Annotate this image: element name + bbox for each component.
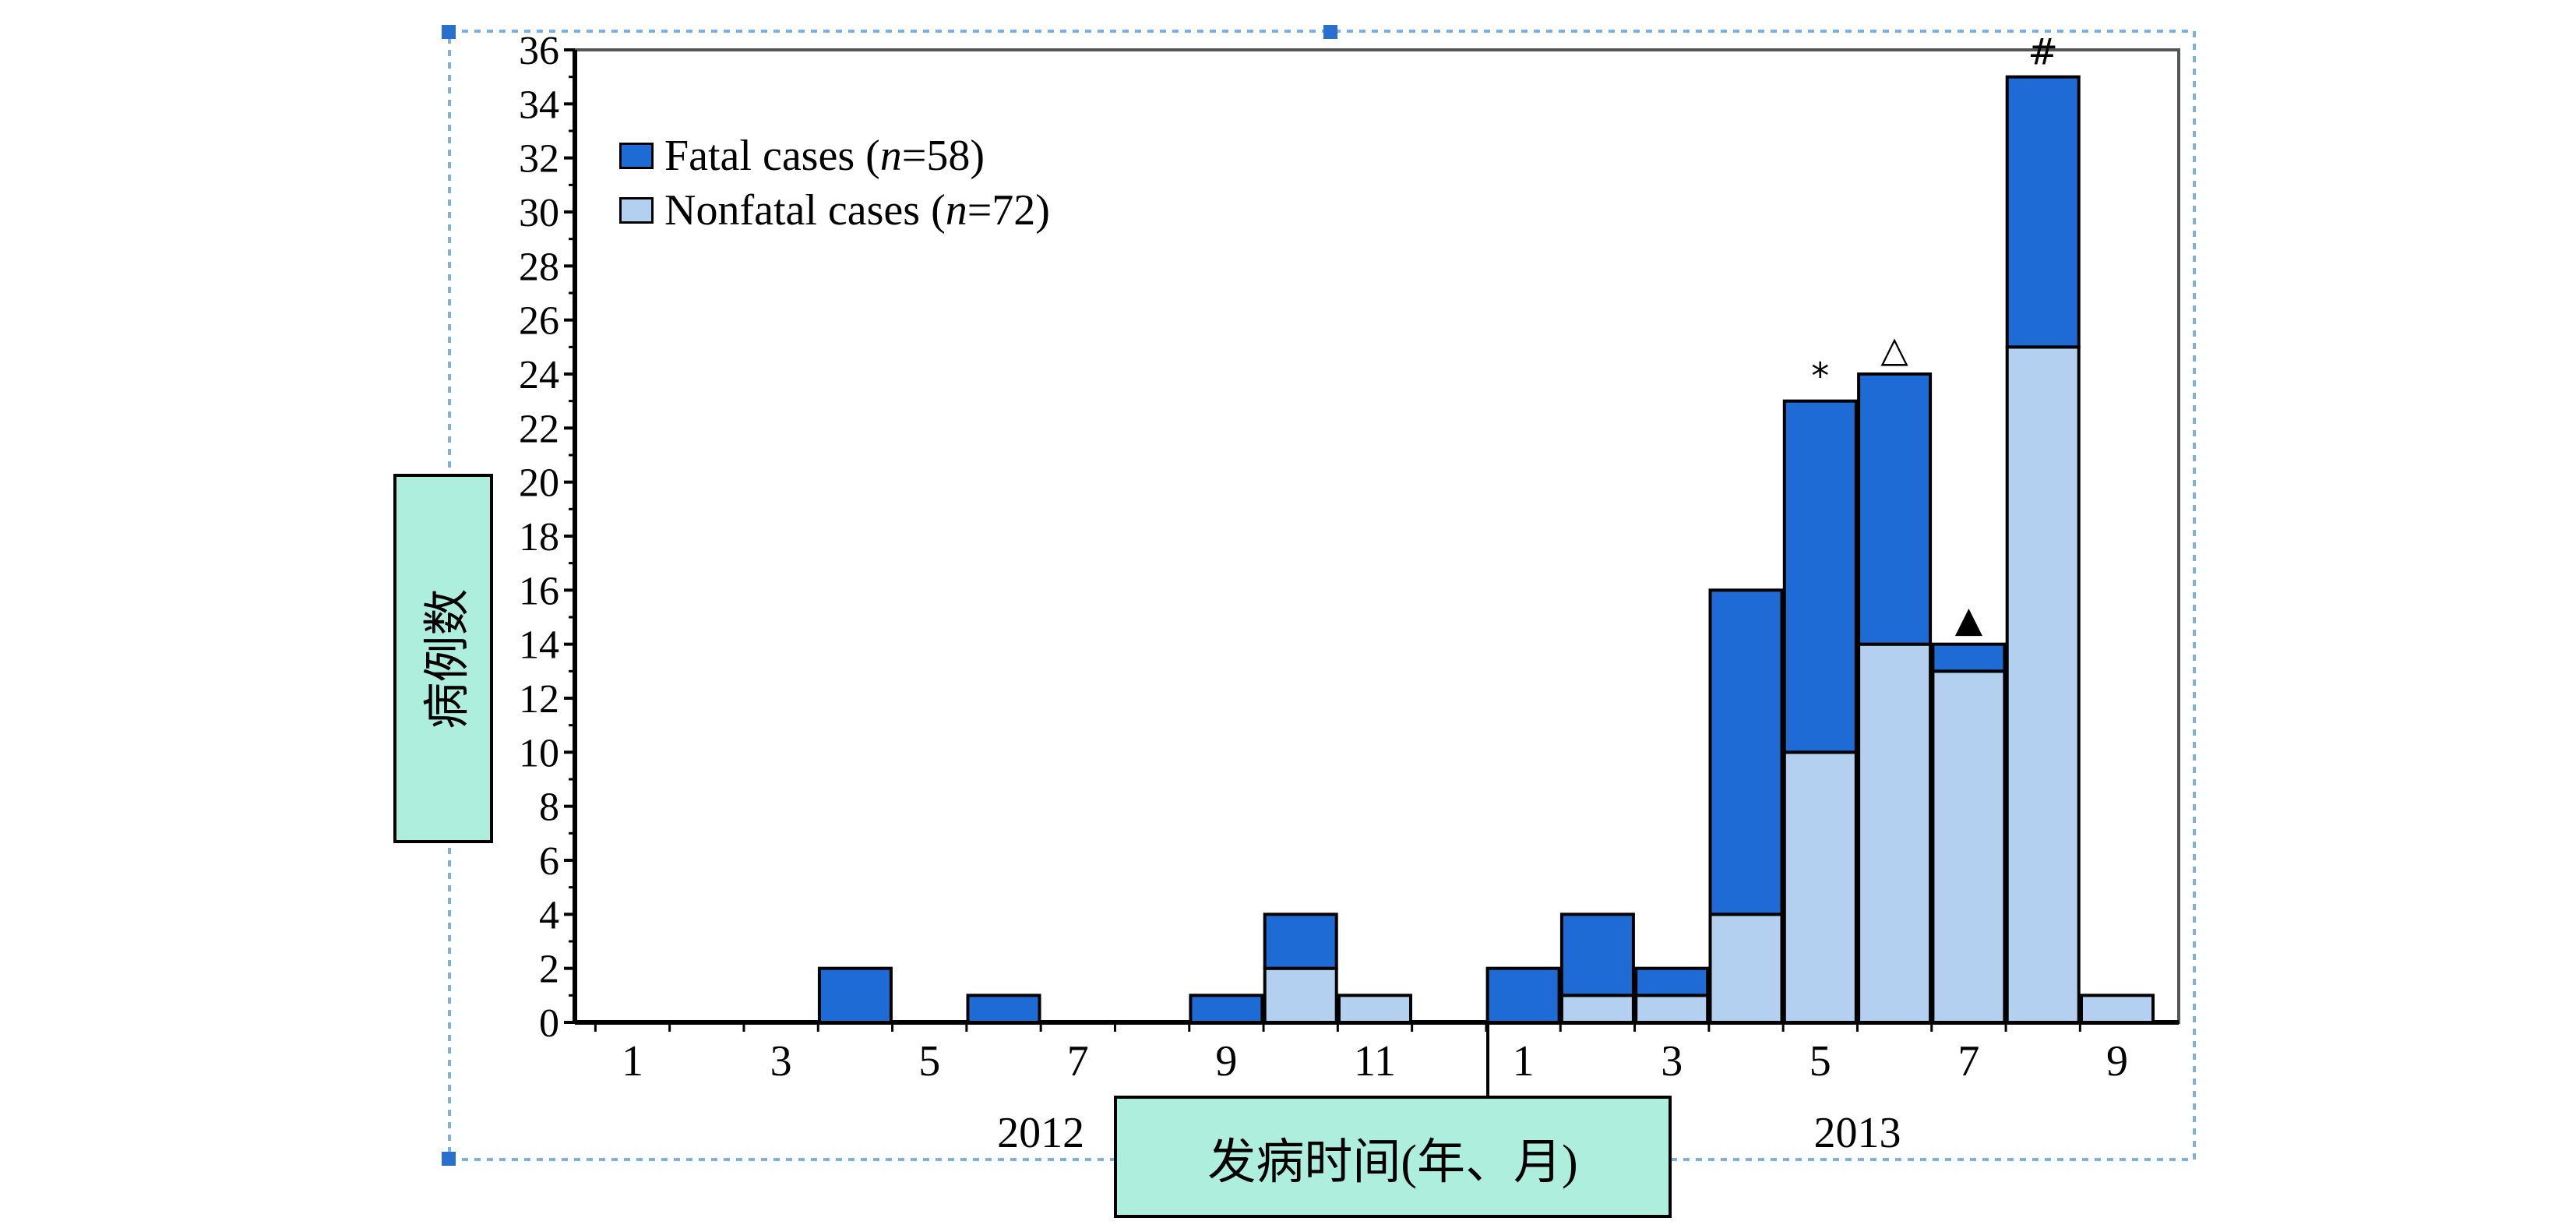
bar-nonfatal — [2005, 345, 2081, 1025]
bar-nonfatal — [1708, 913, 1784, 1025]
y-tick-label: 26 — [519, 299, 559, 344]
y-tick-label: 22 — [519, 407, 559, 451]
x-tick-label: 1 — [622, 1037, 643, 1086]
legend: Fatal cases (n=58) Nonfatal cases (n=72) — [619, 129, 1050, 238]
x-tick-label: 5 — [1810, 1037, 1831, 1086]
bar-fatal — [1263, 913, 1338, 970]
y-tick-label: 34 — [519, 83, 559, 127]
bar-annotation: # — [2028, 31, 2058, 73]
y-tick-label: 6 — [539, 839, 559, 884]
y-tick-label: 10 — [519, 731, 559, 775]
selection-handle — [442, 25, 456, 39]
bar-fatal — [1708, 588, 1784, 916]
x-axis-label: 发病时间(年、月) — [1207, 1135, 1578, 1189]
x-tick-label: 1 — [1513, 1037, 1535, 1086]
y-tick-label: 18 — [519, 515, 559, 560]
y-tick-label: 12 — [519, 677, 559, 722]
x-tick-label: 9 — [2106, 1037, 2128, 1086]
y-tick-label: 24 — [519, 353, 559, 397]
bar-nonfatal — [1263, 966, 1338, 1024]
x-tick-label: 7 — [1067, 1037, 1089, 1086]
x-tick-label: 5 — [918, 1037, 940, 1086]
bar-nonfatal — [1931, 669, 2007, 1024]
legend-item-nonfatal: Nonfatal cases (n=72) — [619, 183, 1050, 238]
x-tick-label: 7 — [1958, 1037, 1979, 1086]
bar-fatal — [1931, 642, 2007, 673]
year-label: 2012 — [997, 1109, 1084, 1157]
bar-nonfatal — [2080, 994, 2155, 1025]
bar-fatal — [1634, 966, 1710, 997]
bar-fatal — [1189, 994, 1264, 1025]
y-tick-label: 28 — [519, 245, 559, 289]
x-axis-label-box: 发病时间(年、月) — [1114, 1096, 1672, 1218]
legend-item-fatal: Fatal cases (n=58) — [619, 129, 1050, 183]
x-tick-label: 3 — [770, 1037, 792, 1086]
bar-nonfatal — [1857, 642, 1933, 1025]
x-tick-label: 9 — [1215, 1037, 1237, 1086]
bar-fatal — [2005, 75, 2081, 349]
y-tick-label: 14 — [519, 623, 559, 668]
bar-fatal — [1782, 399, 1858, 754]
bar-annotation: ▲ — [1955, 598, 1983, 641]
legend-label-nonfatal: Nonfatal cases (n=72) — [664, 186, 1050, 235]
y-tick-label: 16 — [519, 569, 559, 613]
y-tick-label: 8 — [539, 785, 559, 830]
bar-nonfatal — [1559, 994, 1635, 1025]
y-tick-label: 4 — [539, 893, 559, 937]
bar-fatal — [1559, 913, 1635, 997]
selection-handle — [442, 1152, 456, 1166]
legend-swatch-nonfatal — [619, 197, 654, 224]
x-tick-label: 11 — [1354, 1037, 1396, 1086]
bar-nonfatal — [1634, 994, 1710, 1025]
year-label: 2013 — [1813, 1109, 1901, 1157]
y-tick-label: 36 — [519, 29, 559, 73]
bar-annotation: △ — [1880, 328, 1908, 370]
bar-fatal — [1857, 372, 1933, 646]
bar-annotation: * — [1811, 355, 1829, 397]
bar-nonfatal — [1782, 750, 1858, 1024]
y-axis-label-box: 病例数 — [393, 474, 493, 843]
bar-fatal — [817, 966, 893, 1024]
y-tick-label: 30 — [519, 191, 559, 235]
legend-swatch-fatal — [619, 143, 654, 169]
selection-handle — [1323, 25, 1337, 39]
y-axis-label: 病例数 — [420, 588, 475, 729]
y-tick-label: 20 — [519, 461, 559, 506]
x-tick-label: 3 — [1661, 1037, 1683, 1086]
y-tick-label: 32 — [519, 137, 559, 182]
bar-fatal — [1485, 966, 1561, 1024]
y-tick-label: 2 — [539, 948, 559, 992]
y-tick-label: 0 — [539, 1001, 559, 1046]
bar-nonfatal — [1337, 994, 1412, 1025]
legend-label-fatal: Fatal cases (n=58) — [664, 132, 985, 180]
bar-fatal — [966, 994, 1041, 1025]
